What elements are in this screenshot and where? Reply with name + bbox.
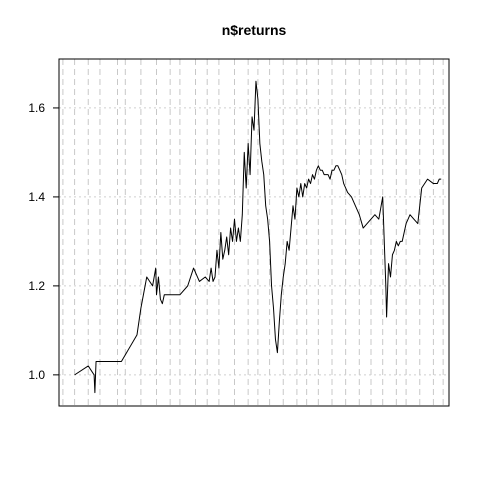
series-layer <box>74 80 442 394</box>
y-axis: 1.0 1.2 1.4 1.6 <box>28 101 60 382</box>
chart-title: n$returns <box>222 22 287 38</box>
grid-lines <box>59 59 449 406</box>
series-line <box>74 80 442 394</box>
y-tick-label: 1.2 <box>28 279 45 293</box>
y-tick-label: 1.6 <box>28 101 45 115</box>
plot-frame <box>58 58 450 407</box>
y-tick-label: 1.4 <box>28 190 45 204</box>
y-tick-label: 1.0 <box>28 368 45 382</box>
